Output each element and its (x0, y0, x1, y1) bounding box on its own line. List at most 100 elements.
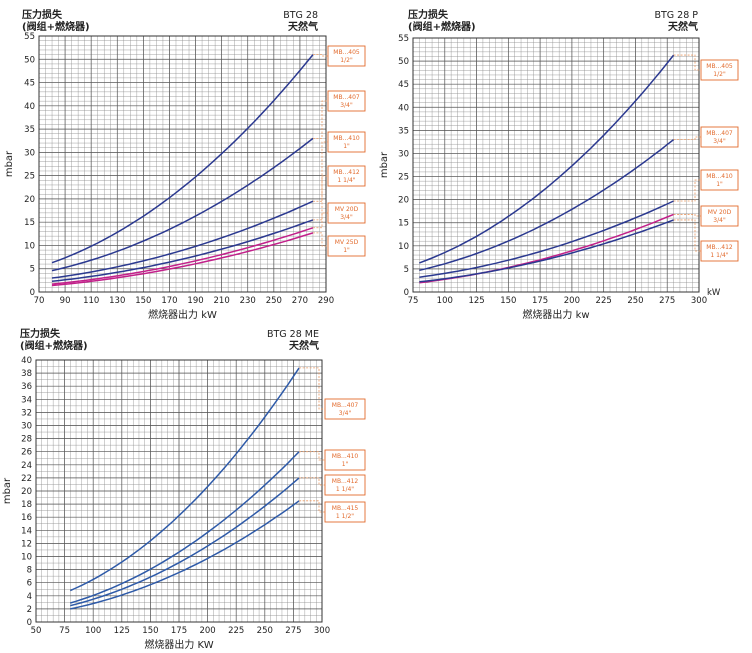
y-title-sub: (阀组+燃烧器) (22, 20, 90, 33)
series-curve (51, 227, 314, 285)
valve-size-label: 1" (342, 461, 349, 468)
x-tick-label: 125 (114, 626, 130, 636)
y-tick-label: 18 (21, 500, 32, 510)
x-tick-label: 90 (60, 296, 71, 306)
x-tick-label: 190 (187, 296, 203, 306)
series-curve (51, 200, 314, 279)
valve-leader-line (299, 477, 325, 486)
valve-label-box (324, 501, 366, 523)
x-tick-label: 275 (659, 296, 675, 306)
valve-model-label: MB...415 (332, 505, 359, 512)
y-tick-label: 5 (30, 265, 35, 275)
y-tick-label: 0 (27, 618, 32, 628)
valve-model-label: MB...412 (333, 169, 360, 176)
y-tick-label: 10 (24, 241, 35, 251)
x-tick-label: 200 (564, 296, 580, 306)
y-axis-label: mbar (4, 150, 15, 177)
y-axis-label: mbar (379, 151, 390, 178)
y-title: 压力损失 (22, 8, 63, 21)
x-unit-label: kW (707, 288, 721, 298)
valve-model-label: MB...407 (706, 130, 733, 137)
valve-model-label: MB...405 (333, 49, 360, 56)
x-tick-label: 250 (627, 296, 643, 306)
x-tick-label: 270 (292, 296, 308, 306)
y-title: 压力损失 (20, 327, 61, 340)
valve-leader-line (312, 100, 328, 139)
chart-btg28p: 75 100 125 150 175 200 225 250 275 300 0 5 10 15 20 25 3… (379, 8, 739, 321)
valve-model-label: MB...405 (706, 63, 733, 70)
valve-leader-line (673, 219, 701, 252)
x-axis-label: 燃烧器出力 kW (148, 308, 217, 321)
x-tick-label: 110 (83, 296, 99, 306)
series-curve (69, 367, 300, 592)
x-tick-label: 75 (408, 296, 419, 306)
series-curve (51, 54, 314, 264)
series-curve (70, 451, 300, 604)
valve-label-box (700, 169, 739, 191)
valve-leader-line (312, 54, 328, 57)
x-tick-label: 290 (318, 296, 334, 306)
y-tick-label: 16 (21, 513, 32, 523)
series-curve (419, 200, 674, 278)
y-tick-label: 50 (24, 55, 35, 65)
valve-leader-line (299, 451, 325, 461)
valve-label-box (324, 398, 366, 420)
valve-size-label: 1 1/4" (710, 252, 728, 259)
y-tick-label: 15 (24, 218, 35, 228)
y-tick-label: 25 (24, 172, 35, 182)
y-tick-label: 20 (24, 195, 35, 205)
valve-size-label: 1 1/4" (337, 177, 355, 184)
valve-label-box (324, 449, 366, 471)
plot-frame (412, 37, 700, 293)
y-tick-label: 30 (21, 422, 32, 432)
valve-label-box (327, 45, 366, 67)
valve-label-box (324, 474, 366, 496)
series-curve (70, 500, 300, 610)
valve-size-label: 1 1/4" (336, 486, 354, 493)
valve-leader-line (673, 214, 701, 217)
valve-model-label: MB...410 (332, 453, 359, 460)
y-tick-label: 10 (21, 553, 32, 563)
y-title: 压力损失 (408, 8, 449, 21)
valve-label-box (327, 235, 366, 257)
y-tick-label: 14 (21, 526, 32, 536)
x-tick-label: 225 (596, 296, 612, 306)
y-tick-label: 40 (21, 356, 32, 366)
valve-leader-line (673, 136, 701, 141)
valve-leader-line (312, 232, 328, 247)
y-title-sub: (阀组+燃烧器) (408, 20, 476, 33)
valve-label-box (700, 59, 739, 81)
y-tick-label: 8 (27, 566, 32, 576)
valve-label-box (700, 240, 739, 262)
y-tick-label: 50 (398, 57, 409, 67)
valve-model-label: MB...412 (706, 244, 733, 251)
series-curve (419, 219, 674, 283)
x-tick-label: 300 (691, 296, 707, 306)
series-curve (51, 137, 314, 272)
chart-btg28: 70 90 110 130 150 170 190 210 230 250 270 290 0 5 10 15… (4, 8, 366, 321)
plot-frame (38, 35, 327, 293)
x-tick-label: 150 (135, 296, 151, 306)
valve-label-box (327, 131, 366, 153)
x-tick-label: 210 (214, 296, 230, 306)
valve-size-label: 3/4" (339, 410, 352, 417)
y-tick-label: 30 (398, 149, 409, 159)
y-tick-label: 55 (24, 32, 35, 42)
y-tick-label: 25 (398, 173, 409, 183)
valve-label-box (327, 202, 366, 224)
y-tick-label: 40 (24, 102, 35, 112)
x-tick-label: 175 (171, 626, 187, 636)
valve-leader-line (673, 54, 701, 71)
x-tick-label: 125 (468, 296, 484, 306)
y-tick-label: 24 (21, 461, 32, 471)
valve-leader-line (312, 212, 328, 229)
y-axis-label: mbar (2, 477, 13, 504)
y-tick-label: 36 (21, 382, 32, 392)
valve-model-label: MB...410 (706, 173, 733, 180)
y-tick-label: 26 (21, 448, 32, 458)
y-tick-label: 20 (21, 487, 32, 497)
valve-size-label: 1" (343, 247, 350, 254)
valve-model-label: MB...410 (333, 135, 360, 142)
valve-label-box (327, 90, 366, 112)
y-tick-label: 45 (398, 80, 409, 90)
